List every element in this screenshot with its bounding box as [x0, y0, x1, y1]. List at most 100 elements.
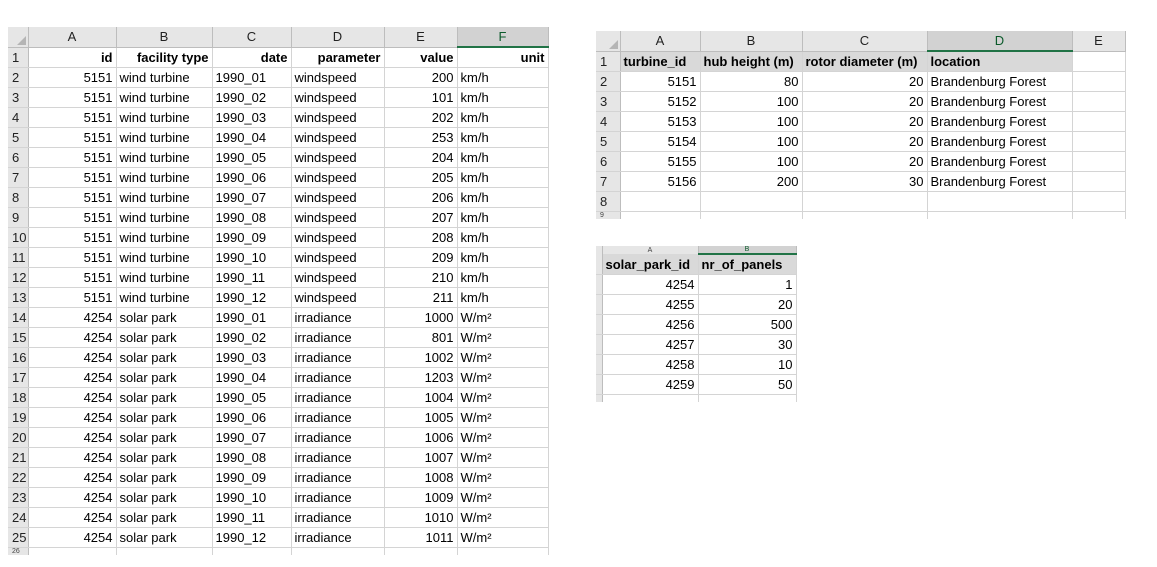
- column-title[interactable]: hub height (m): [700, 51, 803, 72]
- table-cell[interactable]: 1990_01: [212, 67, 292, 88]
- row-header[interactable]: [596, 334, 603, 355]
- row-header[interactable]: 2: [8, 67, 29, 88]
- table-cell[interactable]: km/h: [457, 87, 549, 108]
- table-cell[interactable]: 20: [802, 111, 928, 132]
- table-cell[interactable]: 5151: [28, 187, 117, 208]
- table-cell[interactable]: 1990_01: [212, 307, 292, 328]
- table-cell[interactable]: 5151: [28, 127, 117, 148]
- table-cell[interactable]: km/h: [457, 167, 549, 188]
- table-cell[interactable]: 205: [384, 167, 458, 188]
- table-cell[interactable]: solar park: [116, 327, 213, 348]
- row-header[interactable]: 6: [596, 151, 621, 172]
- table-cell[interactable]: [700, 191, 803, 212]
- table-cell[interactable]: km/h: [457, 247, 549, 268]
- table-cell[interactable]: irradiance: [291, 327, 385, 348]
- table-cell[interactable]: [1072, 91, 1126, 112]
- table-cell[interactable]: 207: [384, 207, 458, 228]
- column-header-d[interactable]: D: [291, 27, 385, 48]
- table-cell[interactable]: 1008: [384, 467, 458, 488]
- table-cell[interactable]: 5151: [28, 267, 117, 288]
- row-header[interactable]: 21: [8, 447, 29, 468]
- table-cell[interactable]: 4254: [28, 527, 117, 548]
- column-title[interactable]: rotor diameter (m): [802, 51, 928, 72]
- table-cell[interactable]: Brandenburg Forest: [927, 91, 1073, 112]
- table-cell[interactable]: km/h: [457, 287, 549, 308]
- table-cell[interactable]: windspeed: [291, 107, 385, 128]
- table-cell[interactable]: [291, 547, 385, 555]
- table-cell[interactable]: 5151: [28, 207, 117, 228]
- column-title[interactable]: unit: [457, 47, 549, 68]
- table-cell[interactable]: km/h: [457, 107, 549, 128]
- row-header[interactable]: [596, 374, 603, 395]
- row-header[interactable]: 4: [8, 107, 29, 128]
- table-cell[interactable]: 1990_10: [212, 247, 292, 268]
- table-cell[interactable]: [384, 547, 458, 555]
- row-header[interactable]: 5: [8, 127, 29, 148]
- table-cell[interactable]: 1: [698, 274, 797, 295]
- table-cell[interactable]: W/m²: [457, 347, 549, 368]
- column-title[interactable]: facility type: [116, 47, 213, 68]
- table-cell[interactable]: 4254: [28, 487, 117, 508]
- column-title[interactable]: solar_park_id: [602, 254, 699, 275]
- column-header-d[interactable]: D: [927, 31, 1073, 52]
- table-cell[interactable]: [1072, 151, 1126, 172]
- select-all-corner[interactable]: [8, 27, 29, 48]
- table-cell[interactable]: solar park: [116, 347, 213, 368]
- row-header[interactable]: 26: [8, 547, 29, 555]
- table-cell[interactable]: 5151: [28, 67, 117, 88]
- row-header[interactable]: 18: [8, 387, 29, 408]
- column-header-e[interactable]: E: [384, 27, 458, 48]
- table-cell[interactable]: [1072, 211, 1126, 219]
- table-cell[interactable]: wind turbine: [116, 87, 213, 108]
- table-cell[interactable]: km/h: [457, 187, 549, 208]
- table-cell[interactable]: 10: [698, 354, 797, 375]
- table-cell[interactable]: 1990_11: [212, 507, 292, 528]
- table-cell[interactable]: 1004: [384, 387, 458, 408]
- table-cell[interactable]: wind turbine: [116, 207, 213, 228]
- table-cell[interactable]: windspeed: [291, 127, 385, 148]
- table-cell[interactable]: windspeed: [291, 267, 385, 288]
- table-cell[interactable]: 5156: [620, 171, 701, 192]
- table-cell[interactable]: 50: [698, 374, 797, 395]
- table-cell[interactable]: km/h: [457, 67, 549, 88]
- column-header-f[interactable]: F: [457, 27, 549, 48]
- table-cell[interactable]: 200: [700, 171, 803, 192]
- table-cell[interactable]: [802, 191, 928, 212]
- table-cell[interactable]: W/m²: [457, 367, 549, 388]
- table-cell[interactable]: 20: [802, 71, 928, 92]
- column-title[interactable]: parameter: [291, 47, 385, 68]
- table-cell[interactable]: solar park: [116, 507, 213, 528]
- table-cell[interactable]: 5151: [28, 87, 117, 108]
- table-cell[interactable]: 1009: [384, 487, 458, 508]
- row-header[interactable]: 7: [8, 167, 29, 188]
- table-cell[interactable]: 1990_05: [212, 147, 292, 168]
- column-header-b[interactable]: B: [698, 246, 797, 255]
- table-cell[interactable]: irradiance: [291, 447, 385, 468]
- column-header-a[interactable]: A: [28, 27, 117, 48]
- row-header[interactable]: 24: [8, 507, 29, 528]
- table-cell[interactable]: Brandenburg Forest: [927, 131, 1073, 152]
- table-cell[interactable]: 20: [698, 294, 797, 315]
- column-header-c[interactable]: C: [212, 27, 292, 48]
- table-cell[interactable]: 4257: [602, 334, 699, 355]
- row-header[interactable]: 4: [596, 111, 621, 132]
- table-cell[interactable]: 5151: [28, 167, 117, 188]
- table-cell[interactable]: km/h: [457, 147, 549, 168]
- table-cell[interactable]: 4254: [28, 467, 117, 488]
- row-header[interactable]: 6: [8, 147, 29, 168]
- table-cell[interactable]: 101: [384, 87, 458, 108]
- table-cell[interactable]: 1000: [384, 307, 458, 328]
- table-cell[interactable]: 1011: [384, 527, 458, 548]
- select-all-icon[interactable]: [608, 39, 618, 49]
- row-header[interactable]: [596, 354, 603, 375]
- row-header[interactable]: 20: [8, 427, 29, 448]
- table-cell[interactable]: 4254: [28, 387, 117, 408]
- table-cell[interactable]: 1990_12: [212, 287, 292, 308]
- table-cell[interactable]: 4255: [602, 294, 699, 315]
- table-cell[interactable]: [212, 547, 292, 555]
- row-header[interactable]: 1: [596, 51, 621, 72]
- table-cell[interactable]: 1990_09: [212, 467, 292, 488]
- table-cell[interactable]: wind turbine: [116, 287, 213, 308]
- table-cell[interactable]: 1990_07: [212, 427, 292, 448]
- table-cell[interactable]: [1072, 71, 1126, 92]
